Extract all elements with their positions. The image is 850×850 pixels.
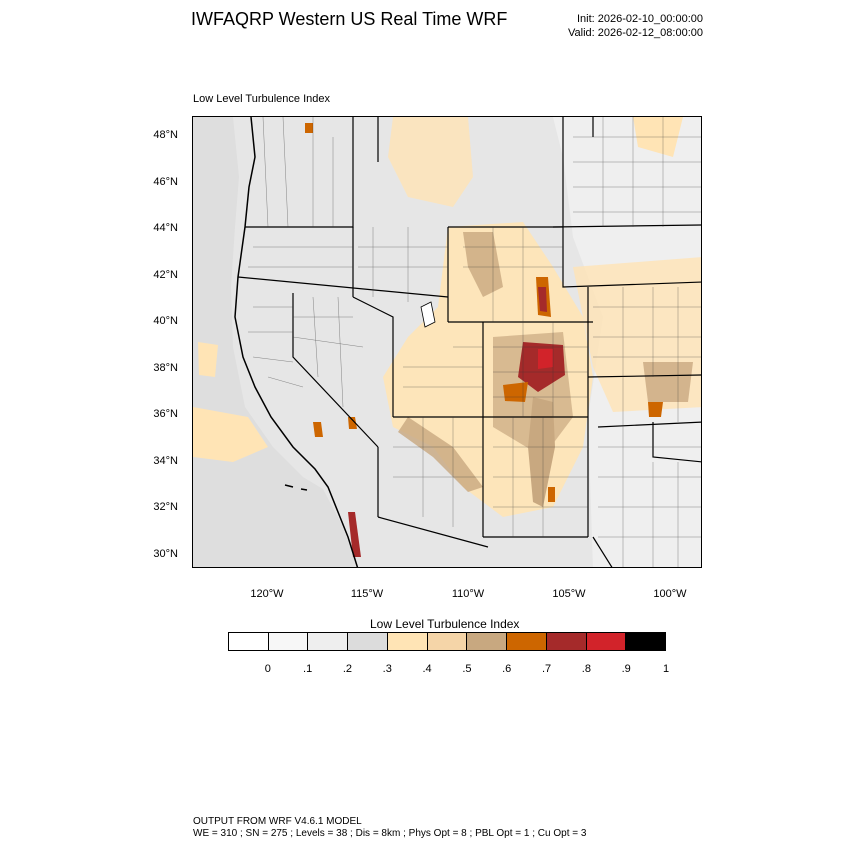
plains-turbulence-area [648, 402, 663, 417]
lat-label: 36°N [153, 408, 178, 420]
west-coastline [234, 117, 359, 567]
lon-label: 100°W [653, 588, 687, 600]
lat-label: 44°N [153, 222, 178, 234]
colorbar-tick-label: .6 [502, 663, 512, 675]
lat-label: 38°N [153, 362, 178, 374]
ocean-turbulence-patch [193, 407, 268, 462]
lon-label: 115°W [350, 588, 384, 600]
colorbar-tick-label: .8 [581, 663, 591, 675]
baja-turbulence [348, 512, 361, 557]
colorbar-tick-label: .1 [303, 663, 313, 675]
page-title: IWFAQRP Western US Real Time WRF [191, 9, 508, 29]
colorbar [228, 632, 666, 651]
colorbar-tick-label: .2 [342, 663, 353, 675]
colorbar-swatch [229, 633, 269, 650]
arizona-turbulence [398, 417, 483, 492]
colorbar-tick-label: 1 [662, 663, 670, 675]
sierra-turbulence [348, 417, 357, 429]
colorbar-tick-label: .9 [621, 663, 631, 675]
lat-label: 48°N [153, 129, 178, 141]
ocean-turbulence-patch [198, 342, 218, 377]
colorbar-swatch [507, 633, 547, 650]
rockies-turbulence-area [388, 117, 473, 207]
model-config: WE = 310 ; SN = 275 ; Levels = 38 ; Dis … [193, 828, 587, 839]
lon-label: 120°W [250, 588, 284, 600]
colorbar-swatch [586, 633, 627, 650]
colorbar-tick-label: 0 [264, 663, 271, 675]
colorbar-swatch [308, 633, 349, 650]
new-mexico-turbulence [548, 487, 555, 502]
lat-label: 34°N [153, 455, 178, 467]
colorbar-swatch [467, 633, 508, 650]
lat-label: 30°N [153, 548, 178, 560]
colorbar-swatch [546, 633, 587, 650]
state-borders [237, 117, 701, 567]
lat-label: 46°N [153, 176, 178, 188]
plains-turbulence-area [643, 362, 693, 402]
map-panel [192, 116, 702, 568]
montana-peak-turbulence [305, 123, 313, 133]
colorbar-swatch [268, 633, 309, 650]
lat-label: 42°N [153, 269, 178, 281]
sierra-turbulence [313, 422, 323, 437]
colorado-high-turbulence [503, 382, 528, 402]
great-salt-lake [420, 301, 436, 328]
init-time: Init: 2026-02-10_00:00:00 [577, 13, 703, 25]
colorbar-tick-label: .5 [462, 663, 472, 675]
county-lines [248, 117, 701, 567]
colorbar-tick-label: .3 [382, 663, 392, 675]
turbulence-map [193, 117, 701, 567]
colorbar-title: Low Level Turbulence Index [370, 617, 520, 631]
colorbar-tick-label: .7 [541, 663, 552, 675]
wyoming-ridge-turbulence [538, 287, 547, 312]
lon-label: 105°W [552, 588, 586, 600]
map-subtitle: Low Level Turbulence Index [193, 93, 330, 105]
colorbar-swatch [626, 633, 666, 650]
colorbar-swatch [387, 633, 428, 650]
colorbar-swatch [348, 633, 388, 650]
lon-label: 110°W [451, 588, 485, 600]
colorbar-swatch [427, 633, 468, 650]
model-info: OUTPUT FROM WRF V4.6.1 MODEL [193, 816, 362, 827]
colorbar-tick-label: .4 [422, 663, 432, 675]
lat-label: 32°N [153, 501, 178, 513]
valid-time: Valid: 2026-02-12_08:00:00 [568, 27, 703, 39]
lat-label: 40°N [153, 315, 178, 327]
channel-islands [284, 484, 308, 491]
colorado-high-turbulence [538, 349, 553, 369]
new-mexico-turbulence [528, 397, 555, 507]
